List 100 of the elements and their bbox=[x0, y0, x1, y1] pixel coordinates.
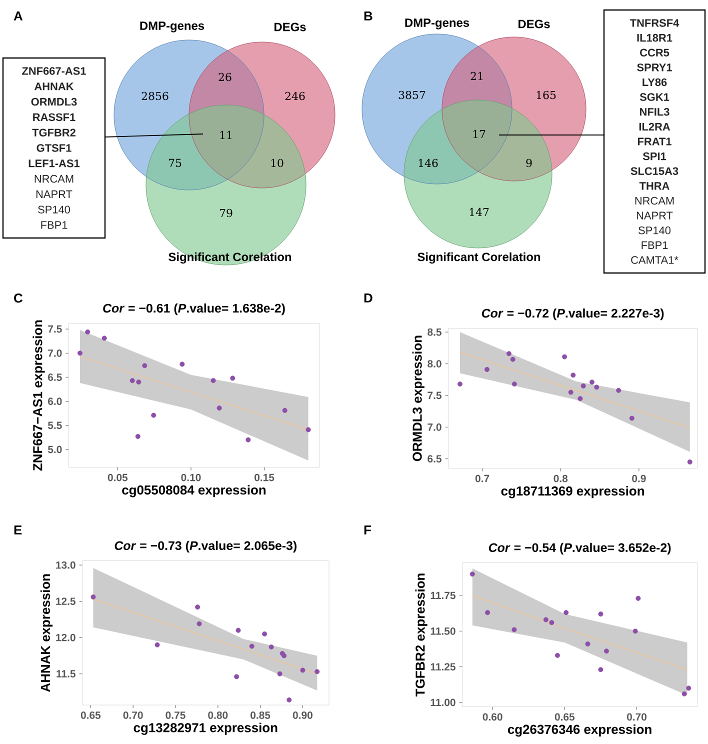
chart-title: F bbox=[364, 526, 371, 534]
point bbox=[154, 642, 160, 648]
y-tick-label: 7.5 bbox=[48, 325, 62, 333]
chart-subtitle: Cor = −0.54 (P.value= 3.652e-2) bbox=[488, 542, 671, 554]
text: SP140 bbox=[638, 226, 671, 234]
text: CAMTA1* bbox=[631, 256, 678, 264]
point bbox=[195, 604, 200, 610]
text: 9 bbox=[526, 158, 532, 168]
y-tick-label: 7.0 bbox=[428, 423, 442, 431]
y-axis-title: ORMDL3 expression bbox=[412, 336, 424, 462]
text: SPI1 bbox=[642, 152, 666, 160]
y-tick-label: 11.00 bbox=[430, 698, 456, 706]
point bbox=[562, 354, 568, 360]
point bbox=[543, 617, 548, 622]
text: NRCAM bbox=[635, 196, 674, 205]
text: LEF1-AS1 bbox=[28, 160, 80, 168]
x-tick-label: 0.70 bbox=[626, 713, 647, 721]
x-tick-label: 0.8 bbox=[554, 474, 568, 482]
x-tick-label: 0.7 bbox=[475, 474, 490, 482]
text: FRAT1 bbox=[638, 138, 672, 146]
point bbox=[210, 378, 216, 384]
y-tick-label: 8.0 bbox=[428, 360, 442, 368]
point bbox=[510, 356, 516, 362]
point bbox=[77, 350, 82, 356]
point bbox=[180, 362, 185, 367]
point bbox=[300, 668, 306, 673]
point bbox=[616, 388, 622, 393]
y-axis-title: AHNAK expression bbox=[40, 574, 53, 692]
y-axis-title: ZNF667−AS1 expression bbox=[32, 320, 45, 471]
text: NRCAM bbox=[34, 174, 74, 183]
point bbox=[196, 621, 202, 626]
point bbox=[136, 380, 142, 385]
text: IL18R1 bbox=[637, 34, 672, 42]
text: SP140 bbox=[38, 206, 70, 214]
point bbox=[216, 406, 222, 411]
category-label: DMP-genes bbox=[140, 22, 204, 32]
point bbox=[629, 416, 634, 421]
text: GTSF1 bbox=[36, 144, 72, 152]
x-tick-label: 0.60 bbox=[482, 713, 502, 721]
text: 2856 bbox=[142, 92, 168, 100]
point bbox=[306, 427, 311, 432]
point bbox=[598, 612, 604, 617]
point bbox=[682, 691, 687, 696]
y-tick-label: 6.5 bbox=[428, 455, 442, 463]
point bbox=[262, 631, 268, 636]
y-axis-title: TGFBR2 expression bbox=[415, 574, 428, 696]
text: FBP1 bbox=[642, 241, 668, 249]
x-tick-label: 0.75 bbox=[166, 712, 186, 719]
y-tick-label: 11.75 bbox=[430, 592, 456, 600]
point bbox=[277, 671, 282, 676]
point bbox=[236, 628, 241, 633]
x-tick-label: 0.10 bbox=[181, 474, 201, 482]
y-tick-label: 12.0 bbox=[56, 634, 76, 642]
text: 246 bbox=[285, 92, 305, 100]
point bbox=[234, 674, 240, 680]
text: SGK1 bbox=[640, 93, 670, 101]
text: CCR5 bbox=[640, 48, 670, 56]
text: THRA bbox=[639, 182, 670, 190]
x-tick-label: 0.70 bbox=[123, 712, 143, 719]
text: B bbox=[364, 12, 372, 20]
chart-title: E bbox=[14, 526, 22, 534]
y-tick-label: 13.0 bbox=[56, 561, 76, 569]
point bbox=[268, 644, 274, 650]
y-tick-label: 11.5 bbox=[56, 670, 76, 678]
point bbox=[564, 610, 569, 616]
x-tick-label: 0.90 bbox=[292, 712, 312, 719]
text: A bbox=[14, 12, 23, 20]
text: 21 bbox=[470, 72, 482, 80]
text: 17 bbox=[473, 130, 486, 138]
point bbox=[554, 652, 560, 658]
chart-title: C bbox=[14, 294, 23, 303]
point bbox=[282, 408, 288, 413]
text: 79 bbox=[220, 208, 232, 218]
point bbox=[578, 396, 583, 402]
point bbox=[485, 610, 490, 616]
y-tick-label: 7.0 bbox=[48, 349, 62, 357]
text: ORMDL3 bbox=[31, 98, 77, 106]
y-tick-label: 8.5 bbox=[428, 328, 442, 336]
text: 11 bbox=[220, 130, 232, 140]
chart-title: D bbox=[364, 294, 372, 302]
point bbox=[230, 376, 236, 381]
point bbox=[246, 437, 251, 442]
point bbox=[90, 594, 96, 600]
text: SPRY1 bbox=[637, 64, 672, 72]
x-tick-label: 0.65 bbox=[80, 712, 101, 719]
chart-subtitle: Cor = −0.73 (P.value= 2.065e-3) bbox=[114, 540, 297, 552]
text: 26 bbox=[218, 72, 232, 82]
point bbox=[568, 390, 574, 395]
text: TNFRSF4 bbox=[630, 19, 680, 27]
point bbox=[589, 380, 594, 385]
text: IL2RA bbox=[639, 122, 670, 131]
text: 146 bbox=[418, 158, 438, 168]
text: FBP1 bbox=[41, 221, 68, 229]
x-tick-label: 0.80 bbox=[208, 712, 228, 719]
point bbox=[598, 667, 604, 672]
chart-subtitle: Cor = −0.61 (P.value= 1.638e-2) bbox=[103, 303, 285, 316]
point bbox=[594, 384, 600, 390]
category-label: Significant Corelation bbox=[168, 252, 292, 264]
text: NAPRT bbox=[636, 212, 673, 220]
point bbox=[135, 434, 140, 439]
